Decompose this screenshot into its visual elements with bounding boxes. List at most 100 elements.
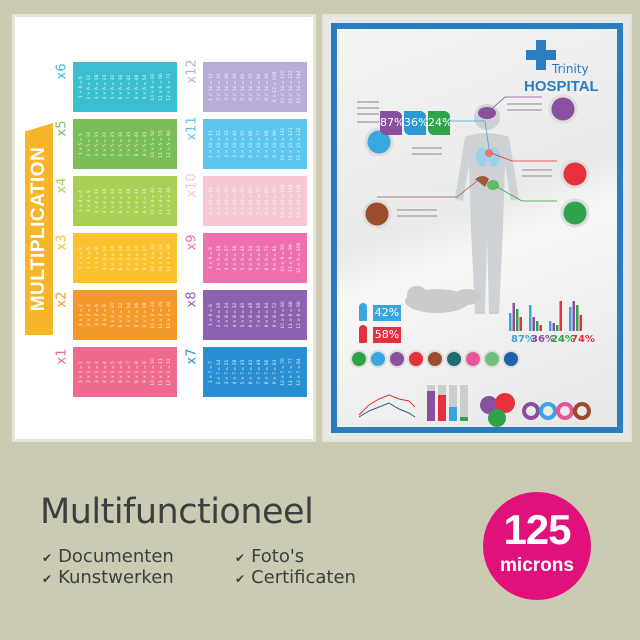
table-line: 5 × 4 = 20 [110, 188, 116, 214]
infographic [350, 40, 591, 427]
stomach-icon [560, 198, 590, 228]
table-line: 8 × 10 = 80 [264, 187, 270, 215]
table-line: 11 × 2 = 22 [158, 301, 164, 329]
table-line: 11 × 5 = 55 [158, 130, 164, 158]
table-line: 11 × 11 = 121 [288, 127, 294, 161]
table-line: 8 × 7 = 56 [264, 359, 270, 385]
bar-stat: 24% [551, 334, 575, 345]
table-line: 5 × 1 = 5 [110, 361, 116, 383]
table-line: 4 × 4 = 16 [102, 188, 108, 214]
table-line: 1 × 4 = 4 [78, 190, 84, 212]
table-line: 6 × 11 = 66 [248, 130, 254, 158]
bar [529, 305, 532, 331]
table-line: 9 × 8 = 72 [272, 302, 278, 328]
hospital-poster: Trinity HOSPITAL 87% 36% 24% 42% 58% 87% 36% 24… [322, 14, 632, 442]
stat-box: 36% [404, 111, 428, 135]
table-line: 7 × 2 = 14 [126, 302, 132, 328]
table-line: 8 × 11 = 88 [264, 130, 270, 158]
table-line: 10 × 4 = 40 [150, 187, 156, 215]
table-line: 10 × 7 = 70 [280, 358, 286, 386]
table-line: 7 × 9 = 63 [256, 245, 262, 271]
male-icon [359, 303, 367, 321]
table-line: 8 × 1 = 8 [134, 361, 140, 383]
table-line: 10 × 5 = 50 [150, 130, 156, 158]
brand-title: HOSPITAL [524, 78, 599, 95]
table-line: 7 × 12 = 84 [256, 73, 262, 101]
stomach-icon [350, 350, 368, 368]
organ-icon-row [350, 350, 520, 368]
table-line: 1 × 9 = 9 [208, 247, 214, 269]
table-line: 10 × 10 = 100 [280, 184, 286, 218]
table-line: 9 × 10 = 90 [272, 187, 278, 215]
table-line: 7 × 7 = 49 [256, 359, 262, 385]
bar-stat: 87% [511, 334, 535, 345]
table-line: 7 × 10 = 70 [256, 187, 262, 215]
table-line: 11 × 8 = 88 [288, 301, 294, 329]
text-placeholder-lines [357, 101, 552, 217]
table-line: 12 × 1 = 12 [166, 358, 172, 386]
poster-frame: Trinity HOSPITAL 87% 36% 24% 42% 58% 87% 36% 24… [331, 23, 623, 433]
table-line: 5 × 7 = 35 [240, 359, 246, 385]
table-label: x11 [184, 116, 200, 141]
bar-stat: 36% [531, 334, 555, 345]
table-line: 6 × 6 = 36 [118, 74, 124, 100]
bar [576, 305, 579, 331]
table-line: 2 × 11 = 22 [216, 130, 222, 158]
table-line: 12 × 5 = 60 [166, 130, 172, 158]
table-line: 6 × 1 = 6 [118, 361, 124, 383]
table-line: 1 × 1 = 1 [78, 361, 84, 383]
liver-icon [426, 350, 444, 368]
table-line: 1 × 2 = 2 [78, 304, 84, 326]
table-line: 9 × 6 = 54 [142, 74, 148, 100]
bar [539, 325, 542, 331]
table-line: 8 × 6 = 48 [134, 74, 140, 100]
table-line: 6 × 4 = 24 [118, 188, 124, 214]
table-line: 4 × 3 = 12 [102, 245, 108, 271]
medical-cross-icon [526, 40, 556, 70]
table-line: 4 × 5 = 20 [102, 131, 108, 157]
table-line: 4 × 10 = 40 [232, 187, 238, 215]
table-line: 11 × 12 = 132 [288, 70, 294, 104]
table-line: 11 × 3 = 33 [158, 244, 164, 272]
table-label: x5 [54, 120, 70, 137]
heart-icon [464, 350, 482, 368]
table-line: 3 × 1 = 3 [94, 361, 100, 383]
brand-subtitle: Trinity [552, 62, 589, 76]
table-line: 4 × 11 = 44 [232, 130, 238, 158]
table-line: 10 × 2 = 20 [150, 301, 156, 329]
feature-label: Kunstwerken [58, 567, 174, 588]
table-line: 6 × 9 = 54 [248, 245, 254, 271]
check-icon: ✔ [42, 572, 53, 586]
table-line: 12 × 11 = 132 [296, 127, 302, 161]
table-line: 1 × 3 = 3 [78, 247, 84, 269]
table-line: 11 × 4 = 44 [158, 187, 164, 215]
table-line: 4 × 9 = 36 [232, 245, 238, 271]
table-label: x6 [54, 63, 70, 80]
donut-charts [522, 402, 591, 420]
bar [532, 317, 535, 331]
bar [519, 317, 522, 331]
lungs-icon [369, 350, 387, 368]
lungs-icon [364, 127, 394, 157]
table-line: 1 × 11 = 11 [208, 130, 214, 158]
table-line: 5 × 9 = 45 [240, 245, 246, 271]
bar [552, 323, 555, 331]
table-line: 10 × 1 = 10 [150, 358, 156, 386]
table-line: 9 × 5 = 45 [142, 131, 148, 157]
gender-stat: 42% [373, 305, 401, 321]
table-line: 5 × 12 = 60 [240, 73, 246, 101]
brain-icon [388, 350, 406, 368]
table-label: x10 [184, 173, 200, 198]
table-line: 7 × 4 = 28 [126, 188, 132, 214]
table-line: 9 × 11 = 99 [272, 130, 278, 158]
feature-label: Documenten [58, 546, 174, 567]
table-line: 10 × 3 = 30 [150, 244, 156, 272]
table-line: 6 × 8 = 48 [248, 302, 254, 328]
table-line: 2 × 2 = 4 [86, 304, 92, 326]
table-line: 2 × 5 = 10 [86, 131, 92, 157]
